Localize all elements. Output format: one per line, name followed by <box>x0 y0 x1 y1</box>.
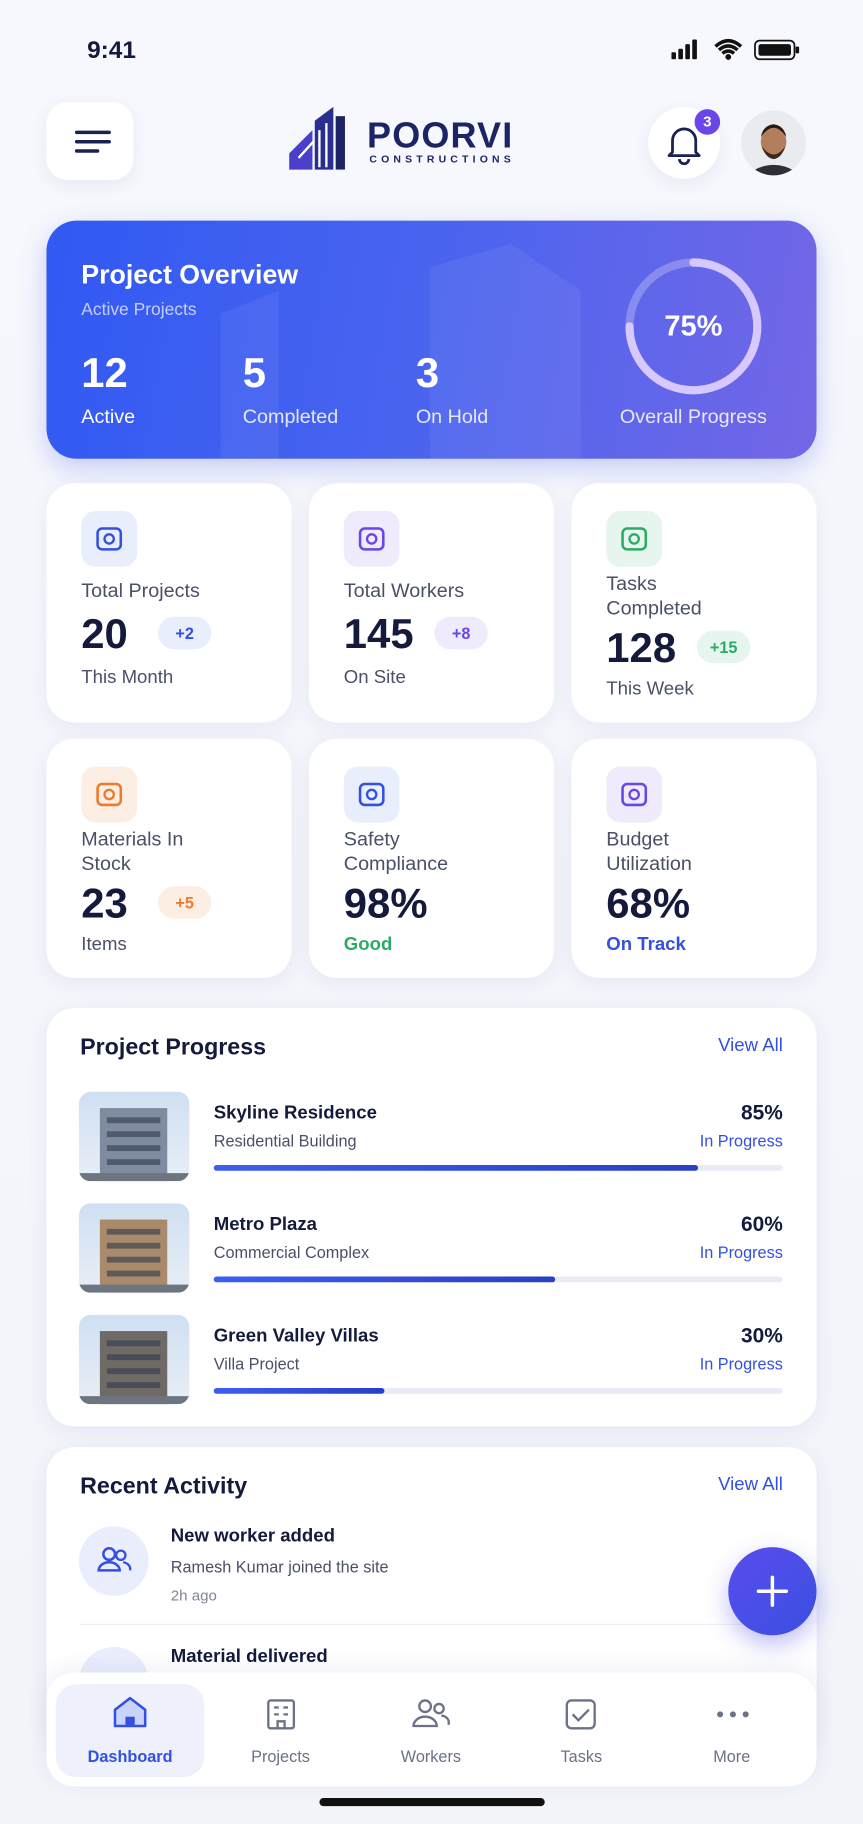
stat-title: Materials In Stock <box>81 828 184 875</box>
stat-badge: +15 <box>696 630 751 664</box>
notification-badge: 3 <box>694 109 721 135</box>
nav-item[interactable]: Dashboard <box>87 1746 173 1766</box>
stat-badge: +5 <box>157 886 212 919</box>
stat-note: Good <box>343 935 393 955</box>
add-button[interactable] <box>728 1547 817 1636</box>
project-status: In Progress <box>699 1131 783 1150</box>
progress-track <box>213 1276 783 1283</box>
progress-ring-arc <box>625 258 762 395</box>
status-icons <box>671 38 800 61</box>
stat-card[interactable]: Budget Utilization 68% On Track <box>571 738 817 978</box>
project-percent: 85% <box>741 1101 783 1125</box>
view-all-link[interactable]: View All <box>718 1475 783 1495</box>
nav-icons <box>113 1696 749 1730</box>
progress-track <box>213 1164 783 1171</box>
view-all-link[interactable]: View All <box>718 1036 783 1056</box>
stat-title: Safety Compliance <box>343 828 449 875</box>
stat-note: Items <box>81 935 127 955</box>
overview-progress-label: Overall Progress <box>619 405 767 428</box>
stat-card[interactable]: Total Workers 145 +8 On Site <box>308 483 555 723</box>
project-percent: 60% <box>741 1212 783 1236</box>
activity-title: Material delivered <box>170 1647 328 1667</box>
stat-value: 23 <box>81 879 128 927</box>
progress-fill <box>213 1164 698 1171</box>
nav-item[interactable]: Tasks <box>560 1746 603 1766</box>
stat-title: Total Workers <box>343 579 465 602</box>
overview-stat-value: 5 <box>242 348 267 397</box>
overview-title: Project Overview <box>81 259 299 290</box>
logo-mark <box>289 106 345 170</box>
stat-note: On Site <box>343 667 406 688</box>
stat-badge: +8 <box>434 616 488 650</box>
stat-value: 68% <box>606 879 691 927</box>
project-percent: 30% <box>741 1324 783 1348</box>
stat-value: 128 <box>606 623 677 672</box>
bottom-nav: Dashboard Projects Workers Tasks More <box>46 1672 817 1787</box>
section-title: Project Progress <box>80 1034 267 1061</box>
stat-badge: +2 <box>157 616 212 650</box>
stat-card[interactable]: Safety Compliance 98% Good <box>308 738 555 978</box>
project-status: In Progress <box>699 1242 783 1262</box>
nav-item[interactable]: Workers <box>400 1746 462 1766</box>
overview-stat-value: 12 <box>81 348 128 397</box>
stat-value: 98% <box>343 879 428 927</box>
progress-fill <box>213 1276 556 1283</box>
project-name: Metro Plaza <box>213 1214 317 1235</box>
stat-title: Total Projects <box>81 579 200 602</box>
stat-value: 20 <box>81 609 128 658</box>
project-name: Skyline Residence <box>213 1103 377 1124</box>
overview-stat-label: Completed <box>242 405 339 428</box>
overview-stat-label: Active <box>81 405 136 428</box>
activity-time: 2h ago <box>170 1586 217 1605</box>
brand-tagline: CONSTRUCTIONS <box>369 153 515 165</box>
stat-icon <box>81 511 138 567</box>
overview-progress: 75% <box>664 310 723 343</box>
activity-detail: Ramesh Kumar joined the site <box>170 1557 389 1577</box>
menu-button[interactable] <box>46 102 134 181</box>
stat-icon <box>606 511 663 567</box>
overview-stat-value: 3 <box>415 348 440 397</box>
project-image <box>78 1091 190 1182</box>
stat-title: Tasks Completed <box>606 572 702 620</box>
stat-icon <box>81 766 138 823</box>
nav-item[interactable]: More <box>713 1746 751 1766</box>
project-image <box>78 1314 190 1405</box>
stat-icon <box>343 511 400 567</box>
project-type: Commercial Complex <box>213 1242 370 1262</box>
stat-icon <box>606 766 663 823</box>
stat-note: This Month <box>81 667 174 688</box>
project-image <box>78 1203 190 1293</box>
stat-title: Budget Utilization <box>606 828 692 875</box>
status-time: 9:41 <box>87 37 136 64</box>
stat-card[interactable]: Tasks Completed 128 +15 This Week <box>571 483 817 723</box>
overview-subtitle: Active Projects <box>81 299 197 320</box>
home-indicator <box>319 1798 545 1807</box>
project-progress-card: Project Progress View All Skyline Reside… <box>46 1008 817 1427</box>
progress-fill <box>213 1387 385 1394</box>
overview-card: Project Overview Active Projects 12 Acti… <box>46 220 817 459</box>
avatar[interactable] <box>740 109 807 176</box>
brand-name: POORVI <box>367 114 514 156</box>
stat-card[interactable]: Total Projects 20 +2 This Month <box>46 483 292 723</box>
stat-card[interactable]: Materials In Stock 23 +5 Items <box>46 738 292 978</box>
overview-stat-label: On Hold <box>415 405 489 428</box>
project-type: Villa Project <box>213 1354 300 1373</box>
activity-icon <box>78 1526 149 1596</box>
stat-icon <box>343 766 400 823</box>
project-name: Green Valley Villas <box>213 1326 379 1347</box>
progress-ring <box>625 258 762 395</box>
project-type: Residential Building <box>213 1131 357 1150</box>
stat-note: On Track <box>606 935 686 955</box>
nav-item[interactable]: Projects <box>251 1746 310 1766</box>
activity-title: New worker added <box>170 1526 335 1546</box>
progress-track <box>213 1387 783 1394</box>
project-status: In Progress <box>699 1354 783 1373</box>
stat-value: 145 <box>343 609 414 658</box>
section-title: Recent Activity <box>80 1473 248 1500</box>
stat-note: This Week <box>606 679 694 700</box>
